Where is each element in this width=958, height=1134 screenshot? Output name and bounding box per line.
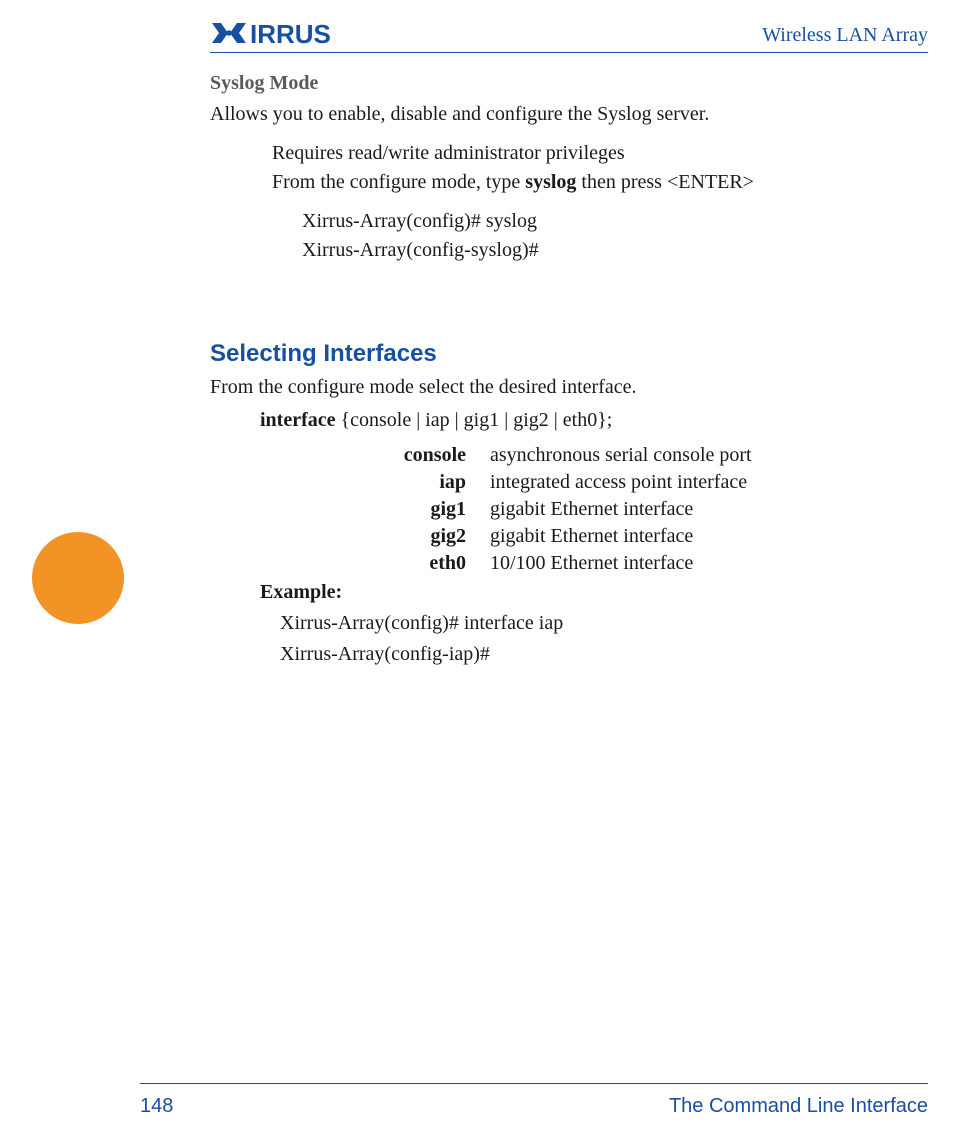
syslog-instr-bold: syslog: [525, 171, 576, 193]
syslog-cli-2: Xirrus-Array(config-syslog)#: [302, 237, 928, 264]
iface-row: iap integrated access point interface: [380, 469, 928, 496]
svg-text:IRRUS: IRRUS: [250, 20, 331, 49]
section-title-syslog: Syslog Mode: [210, 72, 928, 95]
iface-row: gig1 gigabit Ethernet interface: [380, 496, 928, 523]
page-number: 148: [140, 1095, 173, 1118]
syslog-cli-1: Xirrus-Array(config)# syslog: [302, 208, 928, 235]
iface-term: iap: [380, 469, 490, 496]
doc-title: Wireless LAN Array: [762, 24, 928, 47]
syslog-req: Requires read/write administrator privil…: [272, 140, 928, 167]
syslog-intro: Allows you to enable, disable and config…: [210, 101, 928, 128]
footer-rule: [140, 1083, 928, 1084]
syntax-bold: interface: [260, 409, 336, 431]
content-area: Syslog Mode Allows you to enable, disabl…: [210, 68, 928, 668]
example-line-1: Xirrus-Array(config)# interface iap: [280, 610, 928, 637]
iface-row: eth0 10/100 Ethernet interface: [380, 550, 928, 577]
iface-desc: asynchronous serial console port: [490, 442, 928, 469]
iface-term: eth0: [380, 550, 490, 577]
example-line-2: Xirrus-Array(config-iap)#: [280, 641, 928, 668]
chapter-title: The Command Line Interface: [669, 1095, 928, 1118]
iface-term: console: [380, 442, 490, 469]
xirrus-logo: IRRUS: [210, 20, 360, 50]
example-label: Example:: [260, 579, 928, 606]
syslog-instr-pre: From the configure mode, type: [272, 171, 525, 193]
iface-term: gig1: [380, 496, 490, 523]
iface-desc: gigabit Ethernet interface: [490, 496, 928, 523]
iface-desc: gigabit Ethernet interface: [490, 523, 928, 550]
iface-row: console asynchronous serial console port: [380, 442, 928, 469]
header-rule: [210, 52, 928, 53]
interface-options-table: console asynchronous serial console port…: [380, 442, 928, 577]
margin-bullet-icon: [32, 532, 124, 624]
iface-desc: integrated access point interface: [490, 469, 928, 496]
document-page: IRRUS Wireless LAN Array Syslog Mode All…: [0, 0, 958, 1134]
interface-syntax: interface {console | iap | gig1 | gig2 |…: [260, 409, 928, 432]
syntax-rest: {console | iap | gig1 | gig2 | eth0};: [336, 409, 613, 431]
iface-term: gig2: [380, 523, 490, 550]
interfaces-intro: From the configure mode select the desir…: [210, 374, 928, 401]
syslog-instr: From the configure mode, type syslog the…: [272, 169, 928, 196]
page-header: IRRUS Wireless LAN Array: [210, 20, 928, 50]
iface-row: gig2 gigabit Ethernet interface: [380, 523, 928, 550]
section-title-interfaces: Selecting Interfaces: [210, 340, 928, 368]
syslog-instr-post: then press <ENTER>: [576, 171, 754, 193]
iface-desc: 10/100 Ethernet interface: [490, 550, 928, 577]
page-footer: 148 The Command Line Interface: [140, 1095, 928, 1118]
